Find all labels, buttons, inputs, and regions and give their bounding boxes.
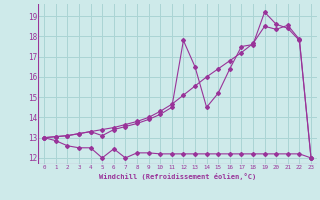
X-axis label: Windchill (Refroidissement éolien,°C): Windchill (Refroidissement éolien,°C): [99, 173, 256, 180]
